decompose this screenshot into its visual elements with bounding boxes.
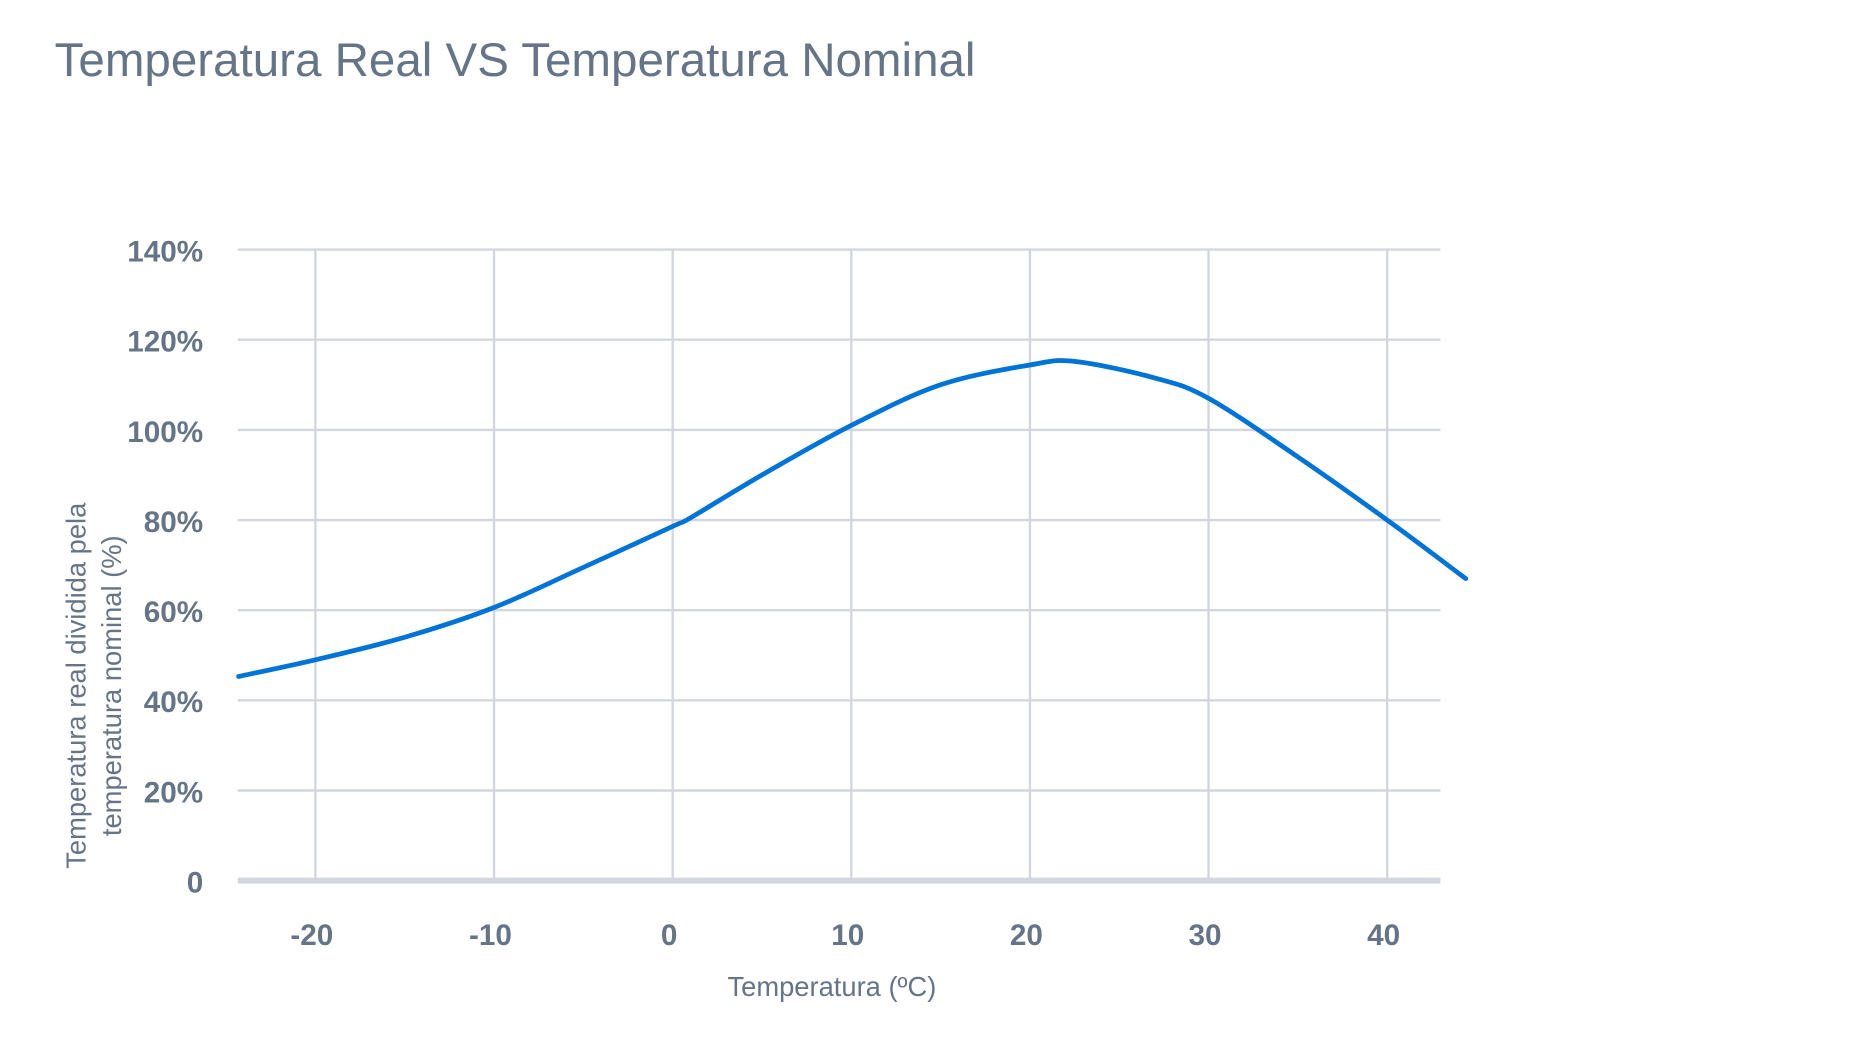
y-tick-label: 80%: [144, 506, 203, 539]
x-tick-label: 10: [831, 919, 864, 952]
x-tick-label: 40: [1367, 919, 1400, 952]
y-tick-label: 120%: [127, 326, 203, 359]
y-axis-label-line-1: Temperatura real dividida pela: [61, 502, 92, 869]
y-axis-label-line-2: temperatura nominal (%): [96, 535, 127, 836]
y-axis-label: Temperatura real dividida pela temperatu…: [61, 502, 128, 869]
y-tick-labels: 0 20% 40% 60% 80% 100% 120% 140%: [127, 235, 203, 899]
grid: [237, 248, 1441, 884]
x-tick-label: 20: [1010, 919, 1043, 952]
y-tick-label: 100%: [127, 416, 203, 449]
x-tick-label: 0: [661, 919, 678, 952]
x-tick-label: -20: [290, 919, 333, 952]
y-tick-label: 40%: [144, 686, 203, 719]
y-tick-label: 140%: [127, 235, 203, 268]
y-tick-label: 60%: [144, 596, 203, 629]
x-tick-labels: -20 -10 0 10 20 30 40: [290, 919, 1400, 952]
y-tick-label: 20%: [144, 776, 203, 809]
y-tick-label: 0: [187, 867, 204, 900]
series-line: [236, 358, 1469, 679]
chart-title: Temperatura Real VS Temperatura Nominal: [55, 34, 976, 87]
x-tick-label: -10: [469, 919, 512, 952]
x-axis-label: Temperatura (ºC): [727, 971, 936, 1002]
x-tick-label: 30: [1188, 919, 1221, 952]
